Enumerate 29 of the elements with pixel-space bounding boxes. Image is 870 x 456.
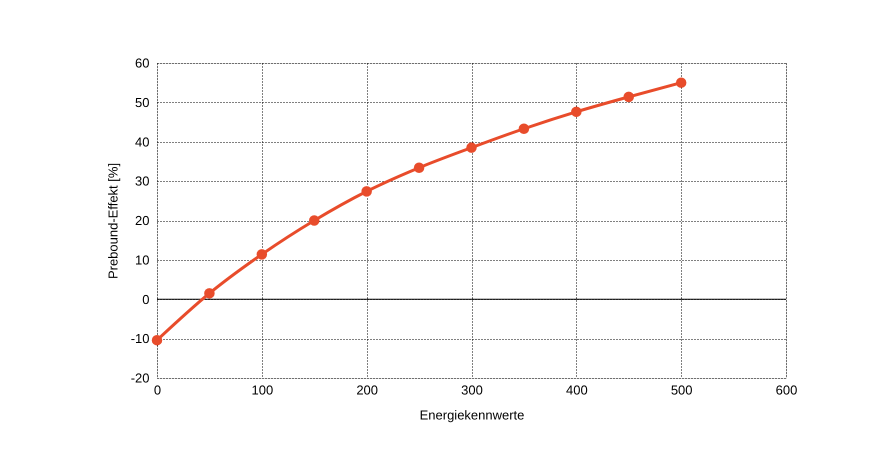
y-tick-label: 50 xyxy=(135,94,150,110)
y-tick-label: 20 xyxy=(135,213,150,228)
y-tick-label: -20 xyxy=(130,370,150,386)
y-axis-title: Prebound-Effekt [%] xyxy=(106,162,121,280)
y-tick-label: 60 xyxy=(135,56,150,70)
x-axis-title: Energiekennwerte xyxy=(420,408,524,422)
point xyxy=(518,124,530,134)
point xyxy=(571,106,582,118)
y-tick-label: 40 xyxy=(135,134,150,150)
y-tick-label: 0 xyxy=(142,292,150,307)
x-tick-label: 300 xyxy=(461,382,483,398)
point xyxy=(152,334,162,346)
point xyxy=(361,186,372,197)
x-tick-label: 0 xyxy=(154,382,162,398)
point xyxy=(624,92,634,102)
y-tick-label: 10 xyxy=(135,252,150,268)
point xyxy=(309,215,320,226)
x-tick-label: 500 xyxy=(670,382,693,398)
y-tick-label: -10 xyxy=(130,331,150,346)
point xyxy=(676,77,686,88)
point xyxy=(414,162,424,173)
x-tick-label: 200 xyxy=(356,382,378,398)
x-tick-label: 400 xyxy=(566,382,588,398)
point xyxy=(204,288,215,299)
x-tick-label: 100 xyxy=(251,382,274,398)
point xyxy=(466,142,477,153)
y-tick-label: 30 xyxy=(135,174,150,189)
x-tick-label: 600 xyxy=(776,382,798,398)
point xyxy=(256,249,268,260)
